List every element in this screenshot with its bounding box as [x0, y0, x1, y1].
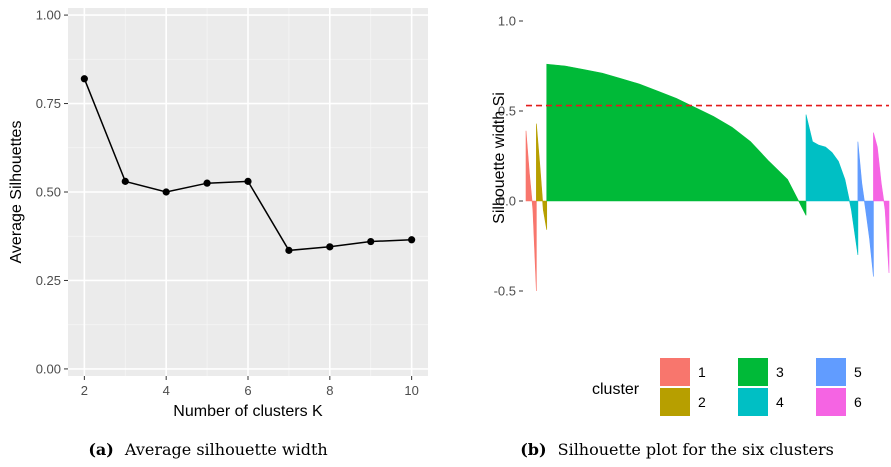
- data-point: [285, 246, 293, 254]
- data-point: [162, 188, 170, 196]
- y-tick-label: 0.25: [36, 273, 61, 288]
- y-tick-label: 1.0: [498, 14, 516, 29]
- panel-b-silhouette-bars: [525, 63, 890, 292]
- panel-b-caption: (b) Silhouette plot for the six clusters: [520, 440, 834, 459]
- legend-label-1: 1: [698, 364, 706, 380]
- data-point: [80, 75, 88, 83]
- panel-a-y-ticks: 0.00 0.25 0.50 0.75 1.00: [36, 8, 68, 376]
- panel-a: 0.00 0.25 0.50 0.75 1.00 2 4 6 8 10 Number of cl…: [8, 8, 428, 459]
- data-point: [244, 177, 252, 185]
- silhouette-cluster-6: [873, 132, 890, 274]
- x-tick-label: 8: [326, 383, 333, 398]
- silhouette-cluster-3: [546, 63, 807, 216]
- panel-b-y-axis-title: Silhouette width Si: [491, 92, 508, 224]
- legend-key-3: [738, 358, 768, 386]
- data-point: [121, 177, 129, 185]
- y-tick-label: 0.50: [36, 185, 61, 200]
- panel-a-x-axis-title: Number of clusters K: [173, 403, 323, 420]
- panel-b-caption-tag: (b): [520, 440, 546, 459]
- x-tick-label: 2: [81, 383, 88, 398]
- silhouette-cluster-5: [857, 141, 874, 277]
- silhouette-cluster-2: [536, 123, 548, 230]
- panel-a-y-axis-title: Average Silhouettes: [8, 121, 25, 264]
- y-tick-label: -0.5: [494, 284, 516, 299]
- legend-label-5: 5: [854, 364, 862, 380]
- data-point: [203, 179, 211, 187]
- legend-key-1: [660, 358, 690, 386]
- data-point: [408, 236, 416, 244]
- x-tick-label: 6: [244, 383, 251, 398]
- x-tick-label: 4: [163, 383, 170, 398]
- panel-b-caption-text: Silhouette plot for the six clusters: [558, 440, 834, 459]
- y-tick-label: 1.00: [36, 8, 61, 23]
- silhouette-cluster-1: [525, 130, 537, 292]
- panel-b-legend: cluster 1 2 3 4 5 6: [592, 358, 862, 416]
- legend-key-4: [738, 388, 768, 416]
- legend-label-6: 6: [854, 394, 862, 410]
- legend-label-4: 4: [776, 394, 784, 410]
- legend-items: 1 2 3 4 5 6: [660, 358, 862, 416]
- panel-a-caption-text: Average silhouette width: [124, 440, 328, 459]
- panel-a-caption: (a) Average silhouette width: [88, 440, 327, 459]
- panel-b: -0.5 0.0 0.5 1.0 Silhouette width Si cluste…: [491, 14, 890, 459]
- x-tick-label: 10: [404, 383, 418, 398]
- y-tick-label: 0.0: [498, 194, 516, 209]
- legend-title: cluster: [592, 381, 640, 398]
- silhouette-cluster-4: [805, 114, 859, 256]
- panel-a-x-ticks: 2 4 6 8 10: [81, 376, 419, 398]
- y-tick-label: 0.5: [498, 104, 516, 119]
- panel-a-caption-tag: (a): [88, 440, 114, 459]
- y-tick-label: 0.00: [36, 361, 61, 376]
- data-point: [326, 243, 334, 251]
- data-point: [367, 237, 375, 246]
- legend-label-2: 2: [698, 394, 706, 410]
- panel-b-y-ticks: -0.5 0.0 0.5 1.0: [494, 14, 523, 299]
- panel-a-points: [80, 75, 416, 254]
- y-tick-label: 0.75: [36, 96, 61, 111]
- legend-key-6: [816, 388, 846, 416]
- legend-key-2: [660, 388, 690, 416]
- legend-label-3: 3: [776, 364, 784, 380]
- legend-key-5: [816, 358, 846, 386]
